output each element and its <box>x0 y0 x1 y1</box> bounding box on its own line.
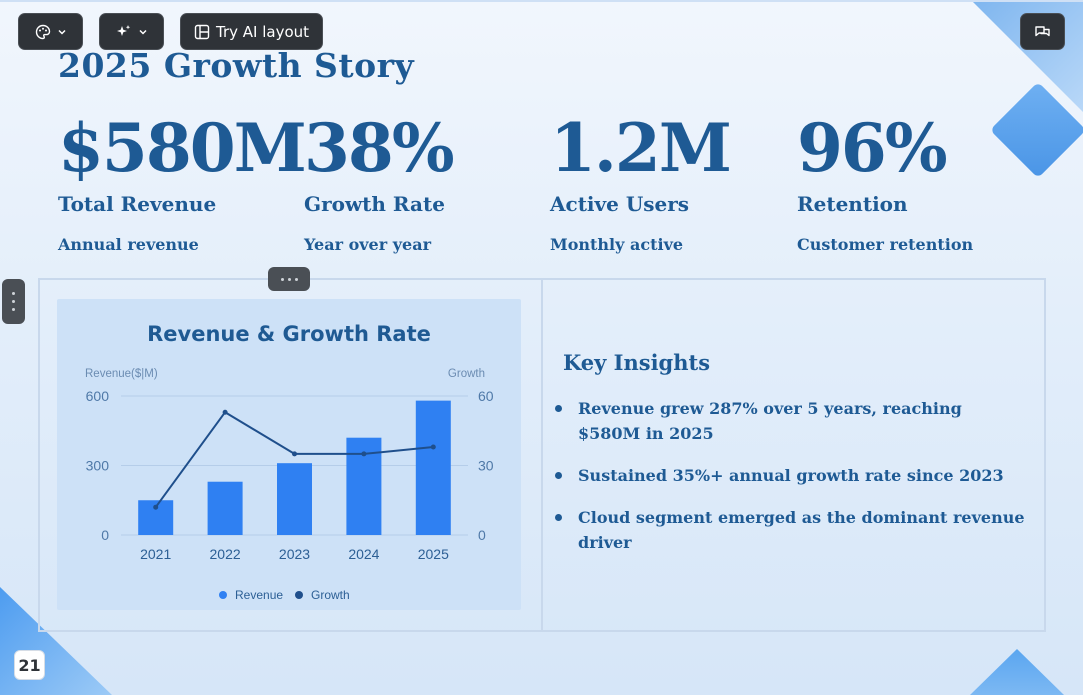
growth-point <box>153 504 159 510</box>
metric-sublabel: Monthly active <box>550 235 684 254</box>
metric-sublabel: Year over year <box>304 235 431 254</box>
insights-list[interactable]: Revenue grew 287% over 5 years, reaching… <box>555 396 1025 572</box>
chart-title: Revenue & Growth Rate <box>147 322 431 346</box>
growth-point <box>292 451 297 457</box>
chart-panel[interactable]: Revenue & Growth Rate Revenue($|M) Growth 6… <box>57 299 521 610</box>
slide-drag-handle[interactable] <box>2 279 25 324</box>
y2-axis-label: Growth <box>448 368 485 380</box>
sparkles-icon <box>116 24 130 36</box>
y2-tick-label: 30 <box>478 458 494 474</box>
legend-label-growth: Growth <box>311 588 350 602</box>
ai-menu-button[interactable] <box>99 13 164 50</box>
metric-label: Retention <box>797 192 908 216</box>
legend-marker-revenue <box>219 591 227 599</box>
palette-icon <box>35 24 50 39</box>
metric-active-users[interactable]: 1.2M Active Users Monthly active <box>550 108 732 254</box>
y-tick-label: 0 <box>101 527 109 543</box>
chart-svg: Revenue & Growth Rate Revenue($|M) Growth 6… <box>85 322 494 602</box>
revenue-bar <box>415 400 451 535</box>
try-ai-layout-label: Try AI layout <box>215 22 310 41</box>
chat-icon <box>1035 25 1050 36</box>
metric-value: 38% <box>304 109 455 187</box>
metric-growth-rate[interactable]: 38% Growth Rate Year over year <box>304 108 455 254</box>
chevron-down-icon <box>138 29 147 35</box>
slide-title[interactable]: 2025 Growth Story <box>58 46 415 85</box>
metric-sublabel: Annual revenue <box>58 235 199 254</box>
metric-value: $580M <box>58 109 307 187</box>
decorative-triangle-bottom-right <box>970 649 1064 695</box>
block-drag-handle[interactable] <box>268 267 310 291</box>
y-tick-label: 600 <box>86 388 110 404</box>
y-axis-label: Revenue($|M) <box>85 368 158 380</box>
revenue-bar <box>277 463 312 535</box>
x-tick-label: 2025 <box>418 546 449 562</box>
metric-label: Active Users <box>550 192 690 216</box>
growth-point <box>361 451 367 457</box>
metric-retention[interactable]: 96% Retention Customer retention <box>797 108 973 254</box>
layout-icon <box>194 24 210 39</box>
comments-button[interactable] <box>1020 13 1065 50</box>
growth-point <box>222 409 228 415</box>
page-number: 21 <box>14 650 45 680</box>
y2-tick-label: 0 <box>478 527 486 543</box>
y-tick-label: 300 <box>86 458 110 474</box>
x-tick-label: 2023 <box>279 546 310 562</box>
x-tick-label: 2022 <box>210 546 241 562</box>
legend-marker-growth <box>295 591 303 599</box>
chevron-down-icon <box>57 29 66 35</box>
insights-title[interactable]: Key Insights <box>563 350 711 375</box>
metric-label: Total Revenue <box>58 192 217 216</box>
theme-menu-button[interactable] <box>18 13 83 50</box>
metric-label: Growth Rate <box>304 192 445 216</box>
metric-sublabel: Customer retention <box>797 235 974 254</box>
x-tick-label: 2024 <box>348 546 379 562</box>
insight-item: Sustained 35%+ annual growth rate since … <box>555 463 1025 488</box>
y2-tick-label: 60 <box>478 388 494 404</box>
growth-point <box>430 444 436 450</box>
revenue-bar <box>207 481 243 535</box>
insight-item: Revenue grew 287% over 5 years, reaching… <box>555 396 1025 446</box>
legend-label-revenue: Revenue <box>235 588 283 602</box>
metric-value: 96% <box>797 109 948 187</box>
metric-total-revenue[interactable]: $580M Total Revenue Annual revenue <box>58 108 307 254</box>
insight-item: Cloud segment emerged as the dominant re… <box>555 505 1025 555</box>
x-tick-label: 2021 <box>140 546 171 562</box>
column-divider <box>541 279 543 631</box>
metric-value: 1.2M <box>550 109 732 187</box>
try-ai-layout-button[interactable]: Try AI layout <box>180 13 323 50</box>
